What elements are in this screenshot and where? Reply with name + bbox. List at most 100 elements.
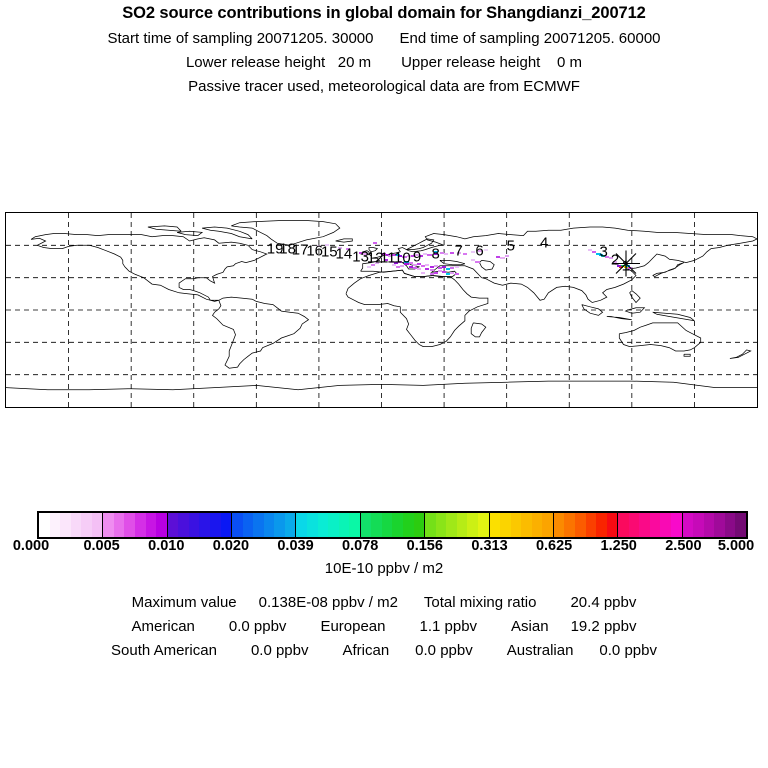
- trajectory-point-label: 4: [540, 234, 549, 252]
- statistics-block: Maximum value 0.138E-08 ppbv / m2 Total mi…: [0, 595, 768, 658]
- maximum-value: 0.138E-08 ppbv / m2: [258, 594, 398, 611]
- colorbar-segment: [167, 513, 233, 537]
- colorbar-step: [606, 513, 618, 537]
- colorbar-step: [274, 513, 285, 537]
- coastline-path: [439, 260, 465, 266]
- colorbar-step: [39, 513, 50, 537]
- trajectory-point-label: 12: [366, 249, 384, 267]
- trajectory-point-label: 9: [412, 248, 422, 266]
- colorbar-tick-label: 0.156: [406, 538, 443, 554]
- colorbar-step: [435, 513, 447, 537]
- coastline-path: [652, 311, 695, 322]
- colorbar-step: [682, 513, 694, 537]
- colorbar-tick-label: 0.010: [148, 538, 185, 554]
- trajectory-point-label: 6: [475, 242, 484, 260]
- plot-header: SO2 source contributions in global domai…: [0, 0, 768, 94]
- colorbar-step: [49, 513, 61, 537]
- colorbar-step: [167, 513, 179, 537]
- coastline-path: [231, 220, 341, 246]
- coastline-path: [624, 307, 646, 314]
- colorbar-step: [103, 513, 114, 537]
- colorbar-step: [714, 513, 725, 537]
- trajectory-point-label: 17: [291, 241, 309, 259]
- trajectory-point-label: 8: [431, 245, 440, 263]
- colorbar-segment: [618, 513, 683, 537]
- coastline-path: [360, 226, 757, 303]
- colorbar-step: [649, 513, 661, 537]
- colorbar-step: [456, 513, 468, 537]
- colorbar-step: [338, 513, 350, 537]
- trajectory-point-label: 5: [506, 237, 515, 255]
- colorbar-step: [618, 513, 629, 537]
- colorbar-step: [735, 513, 746, 537]
- colorbar-step: [553, 513, 565, 537]
- colorbar-step: [477, 513, 489, 537]
- colorbar-step: [317, 513, 329, 537]
- station-marker-icon: [609, 247, 643, 286]
- trajectory-point-label: 3: [599, 243, 608, 261]
- colorbar-step: [242, 513, 254, 537]
- colorbar-step: [178, 513, 189, 537]
- colorbar-step: [199, 513, 210, 537]
- region-value-asian: 19.2 ppbv: [570, 618, 637, 635]
- colorbar-tick-labels: 0.000 0.005 0.010 0.020 0.039 0.078 0.156 0.313…: [0, 539, 768, 557]
- map-gridlines: [6, 213, 757, 407]
- world-map-panel[interactable]: 12345678910111213141516171819: [5, 212, 758, 408]
- colorbar-step: [60, 513, 71, 537]
- colorbar-step: [91, 513, 103, 537]
- colorbar-step: [381, 513, 393, 537]
- end-time-label: End time of sampling 20071205. 60000: [399, 29, 661, 47]
- trajectory-point-label: 10: [394, 249, 411, 267]
- region-name-european: European: [320, 618, 386, 635]
- colorbar-step: [531, 513, 543, 537]
- region-name-australian: Australian: [506, 642, 574, 659]
- colorbar-step: [403, 513, 414, 537]
- colorbar-segment: [39, 513, 104, 537]
- colorbar-step: [660, 513, 672, 537]
- colorbar-step: [639, 513, 650, 537]
- colorbar-unit-label: 10E-10 ppbv / m2: [324, 560, 444, 577]
- coastline-path: [652, 262, 685, 278]
- region-row-lower: South American 0.0 ppbv African 0.0 ppbv Aus…: [0, 643, 768, 658]
- coastline-path: [470, 322, 487, 338]
- colorbar-step: [360, 513, 372, 537]
- trajectory-point-label: 19: [266, 240, 284, 258]
- colorbar-tick-label: 1.250: [600, 538, 637, 554]
- colorbar-tick-label: 0.625: [535, 538, 573, 554]
- colorbar-segment: [103, 513, 168, 537]
- release-height-line: Lower release height 20 m Upper release h…: [0, 55, 768, 70]
- colorbar-step: [693, 513, 704, 537]
- start-time-label: Start time of sampling 20071205. 30000: [107, 29, 374, 47]
- region-row-upper: American 0.0 ppbv European 1.1 ppbv Asian 19.…: [0, 619, 768, 634]
- region-value-african: 0.0 ppbv: [415, 642, 473, 659]
- region-value-european: 1.1 ppbv: [419, 618, 478, 635]
- colorbar-step: [510, 513, 522, 537]
- coastline-path: [202, 226, 253, 240]
- coastline-path: [368, 247, 379, 257]
- coastline-path: [211, 296, 310, 369]
- colorbar-step: [392, 513, 404, 537]
- colorbar-step: [328, 513, 339, 537]
- maximum-value-label: Maximum value: [131, 594, 237, 611]
- colorbar-tick-label: 0.020: [212, 538, 250, 554]
- coastline-path: [406, 238, 435, 250]
- coastline-path: [360, 250, 370, 256]
- colorbar[interactable]: [37, 511, 748, 539]
- coastline-path: [729, 349, 752, 359]
- colorbar-segment: [553, 513, 619, 537]
- colorbar-step: [284, 513, 296, 537]
- trajectory-point-label: 7: [454, 242, 463, 260]
- trajectory-point-label: 16: [306, 242, 324, 260]
- coastline-path: [30, 233, 268, 302]
- colorbar-tick-label: 0.313: [471, 538, 508, 554]
- coastline-path: [6, 380, 757, 391]
- colorbar-step: [521, 513, 532, 537]
- sampling-time-line: Start time of sampling 20071205. 30000 En…: [0, 31, 768, 46]
- colorbar-step: [145, 513, 157, 537]
- colorbar-segment: [360, 513, 426, 537]
- lower-release-height-label: Lower release height 20 m: [185, 53, 372, 71]
- colorbar-step: [253, 513, 264, 537]
- colorbar-tick-label: 0.078: [342, 538, 379, 554]
- coastline-path: [345, 269, 489, 347]
- trajectory-point-label: 14: [335, 245, 353, 263]
